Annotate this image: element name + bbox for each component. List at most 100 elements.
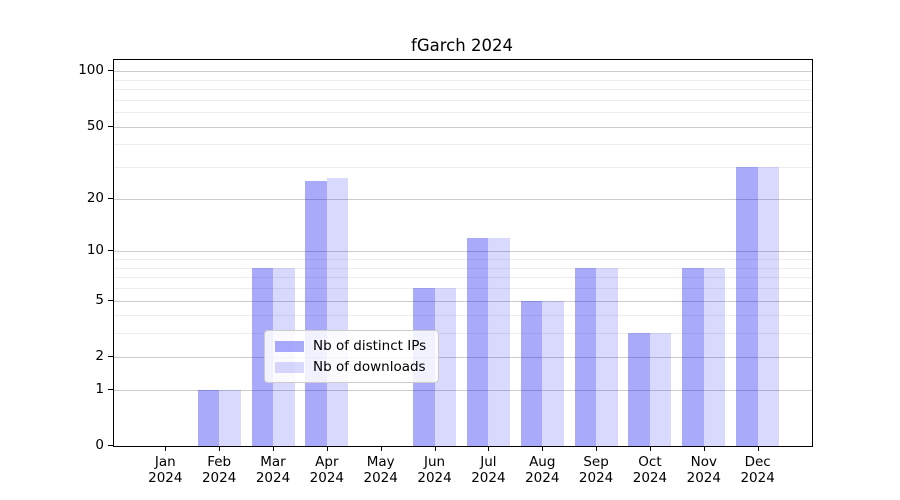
x-tick-label: Jul 2024 [453,454,523,486]
y-tick-mark [108,70,113,72]
x-tick-year: 2024 [632,470,668,486]
x-tick-label: Aug 2024 [507,454,577,486]
minor-gridline [114,315,812,317]
bar-downloads [219,389,241,446]
minor-gridline [114,287,812,289]
x-tick-year: 2024 [740,470,775,486]
minor-gridline [114,333,812,335]
legend-swatch-downloads [275,361,304,373]
minor-gridline [114,89,812,91]
bar-distinct-ips [574,267,597,446]
x-tick-year: 2024 [309,470,345,486]
legend-label: Nb of distinct IPs [313,338,427,354]
y-tick-mark [108,299,113,301]
x-tick-month: Aug [529,454,556,470]
x-tick-label: May 2024 [346,454,416,486]
y-tick-label: 100 [78,62,104,79]
major-gridline [114,198,812,200]
x-tick-month: Jan [154,454,176,470]
bar-downloads [326,178,349,446]
y-tick-label: 0 [95,437,104,453]
chart-title: fGarch 2024 [411,36,513,55]
x-tick-label: Mar 2024 [238,454,308,486]
y-tick-label: 50 [86,117,104,134]
x-tick-year: 2024 [525,470,560,486]
legend-label: Nb of downloads [313,359,426,375]
y-tick-mark [108,197,113,199]
x-tick-mark [596,447,598,451]
bar-downloads [488,237,510,446]
x-tick-month: Dec [744,454,771,470]
bar-distinct-ips [466,237,489,446]
x-tick-month: Feb [207,454,232,470]
x-tick-label: Jun 2024 [400,454,470,486]
x-tick-mark [326,447,328,451]
x-tick-label: Oct 2024 [615,454,685,486]
y-tick-mark [108,355,113,357]
x-tick-month: Jun [424,454,446,470]
y-tick-label: 10 [86,242,104,259]
bar-downloads [596,267,618,446]
major-gridline [114,300,812,302]
x-tick-year: 2024 [363,470,398,486]
legend-entry: Nb of downloads [275,359,426,375]
bar-distinct-ips [251,267,273,446]
bar-downloads [649,333,672,446]
x-tick-mark [219,447,221,451]
x-tick-mark [273,447,274,451]
y-tick-mark [108,125,113,127]
bar-downloads [703,267,726,446]
bar-downloads [542,300,564,446]
y-tick-label: 20 [86,189,104,206]
x-tick-year: 2024 [417,470,452,486]
minor-gridline [114,277,812,279]
minor-gridline [114,99,812,101]
y-tick-mark [108,445,113,446]
x-tick-year: 2024 [148,470,183,486]
major-gridline [114,71,812,73]
x-tick-year: 2024 [255,470,291,486]
x-tick-year: 2024 [201,470,237,486]
x-tick-month: Jul [480,454,497,470]
major-gridline [114,251,812,253]
x-tick-year: 2024 [686,470,721,486]
x-tick-month: Mar [260,454,286,470]
y-tick-label: 2 [95,347,104,364]
bar-distinct-ips [628,333,650,446]
bar-downloads [757,167,780,446]
x-tick-label: Feb 2024 [184,454,254,486]
x-tick-year: 2024 [578,470,614,486]
y-tick-label: 5 [95,291,104,308]
x-tick-mark [703,447,705,451]
legend-entry: Nb of distinct IPs [275,338,426,354]
minor-gridline [114,112,812,114]
bar-distinct-ips [736,167,758,446]
x-tick-month: May [366,454,395,470]
major-gridline [114,356,812,358]
x-tick-month: Oct [638,454,662,470]
bar-distinct-ips [197,389,220,446]
bar-distinct-ips [520,300,543,446]
x-tick-label: Sep 2024 [561,454,631,486]
x-tick-mark [434,447,436,451]
major-gridline [114,389,812,391]
bar-distinct-ips [682,267,704,446]
minor-gridline [114,167,812,169]
x-tick-mark [649,447,651,451]
x-tick-month: Sep [583,454,609,470]
x-tick-month: Nov [690,454,717,470]
x-tick-mark [757,447,759,451]
legend-swatch-distinct-ips [275,340,304,352]
minor-gridline [114,144,812,146]
bar-distinct-ips [305,181,327,446]
x-tick-year: 2024 [471,470,506,486]
x-tick-mark [165,447,167,451]
x-tick-label: Dec 2024 [723,454,793,486]
x-tick-month: Apr [315,454,339,470]
x-tick-mark [542,447,544,451]
y-tick-label: 1 [95,380,104,397]
x-tick-label: Jan 2024 [130,454,200,486]
x-tick-label: Apr 2024 [292,454,362,486]
x-tick-label: Nov 2024 [669,454,739,486]
